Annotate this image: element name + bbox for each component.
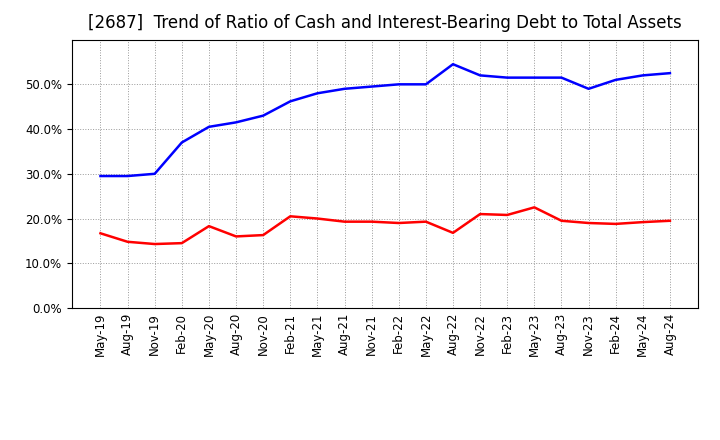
Cash (503, 213, 511, 218)
Interest-Bearing Debt (178, 140, 186, 145)
Interest-Bearing Debt (286, 99, 294, 104)
Interest-Bearing Debt (123, 173, 132, 179)
Line: Cash: Cash (101, 207, 670, 244)
Cash (232, 234, 240, 239)
Cash (313, 216, 322, 221)
Interest-Bearing Debt (150, 171, 159, 176)
Interest-Bearing Debt (232, 120, 240, 125)
Interest-Bearing Debt (313, 91, 322, 96)
Interest-Bearing Debt (204, 124, 213, 129)
Interest-Bearing Debt (259, 113, 268, 118)
Interest-Bearing Debt (96, 173, 105, 179)
Cash (557, 218, 566, 224)
Cash (584, 220, 593, 226)
Cash (178, 241, 186, 246)
Title: [2687]  Trend of Ratio of Cash and Interest-Bearing Debt to Total Assets: [2687] Trend of Ratio of Cash and Intere… (89, 15, 682, 33)
Cash (123, 239, 132, 245)
Cash (259, 232, 268, 238)
Line: Interest-Bearing Debt: Interest-Bearing Debt (101, 64, 670, 176)
Cash (204, 224, 213, 229)
Cash (150, 242, 159, 247)
Interest-Bearing Debt (341, 86, 349, 92)
Interest-Bearing Debt (665, 70, 674, 76)
Interest-Bearing Debt (421, 82, 430, 87)
Cash (96, 231, 105, 236)
Cash (476, 211, 485, 216)
Cash (611, 221, 620, 227)
Interest-Bearing Debt (476, 73, 485, 78)
Cash (286, 214, 294, 219)
Cash (367, 219, 376, 224)
Interest-Bearing Debt (557, 75, 566, 80)
Interest-Bearing Debt (530, 75, 539, 80)
Interest-Bearing Debt (611, 77, 620, 82)
Interest-Bearing Debt (367, 84, 376, 89)
Interest-Bearing Debt (503, 75, 511, 80)
Cash (341, 219, 349, 224)
Interest-Bearing Debt (639, 73, 647, 78)
Interest-Bearing Debt (395, 82, 403, 87)
Cash (665, 218, 674, 224)
Cash (639, 220, 647, 225)
Interest-Bearing Debt (584, 86, 593, 92)
Cash (421, 219, 430, 224)
Interest-Bearing Debt (449, 62, 457, 67)
Cash (395, 220, 403, 226)
Cash (449, 230, 457, 235)
Cash (530, 205, 539, 210)
